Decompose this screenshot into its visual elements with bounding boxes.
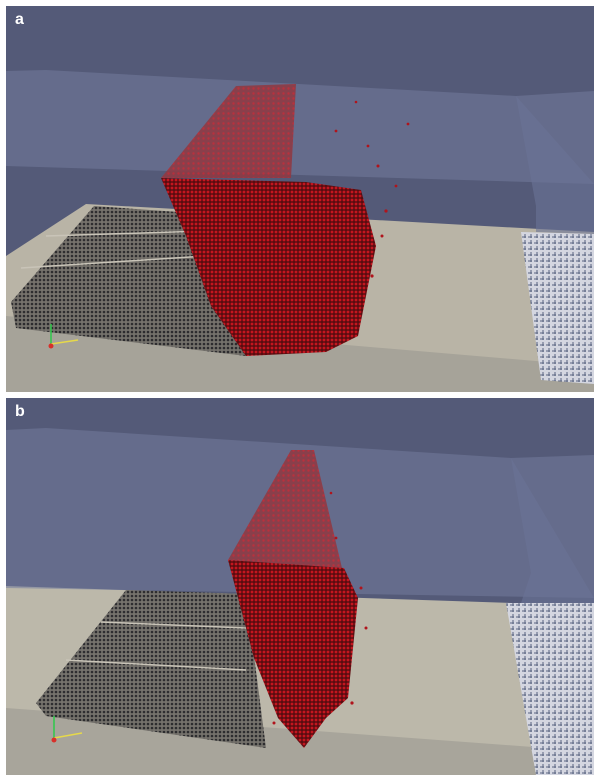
panel-label: b (15, 403, 25, 420)
fluid-particles-column (161, 178, 376, 356)
boundary-particles (11, 206, 246, 356)
panel-b: b (6, 398, 594, 775)
panel-a: a (6, 6, 594, 392)
tank-box (6, 70, 594, 184)
boundary-mesh (506, 603, 594, 775)
fluid-particles-upper (161, 84, 296, 178)
fluid-particles-column (228, 560, 358, 748)
viewport-b (6, 398, 594, 775)
boundary-mesh (521, 232, 594, 384)
fluid-particles-upper (228, 450, 342, 568)
boundary-particles (36, 590, 266, 748)
viewport-a (6, 6, 594, 392)
axes-triad-icon (51, 716, 83, 743)
axes-triad-icon (48, 324, 79, 349)
panel-label: a (15, 11, 24, 28)
